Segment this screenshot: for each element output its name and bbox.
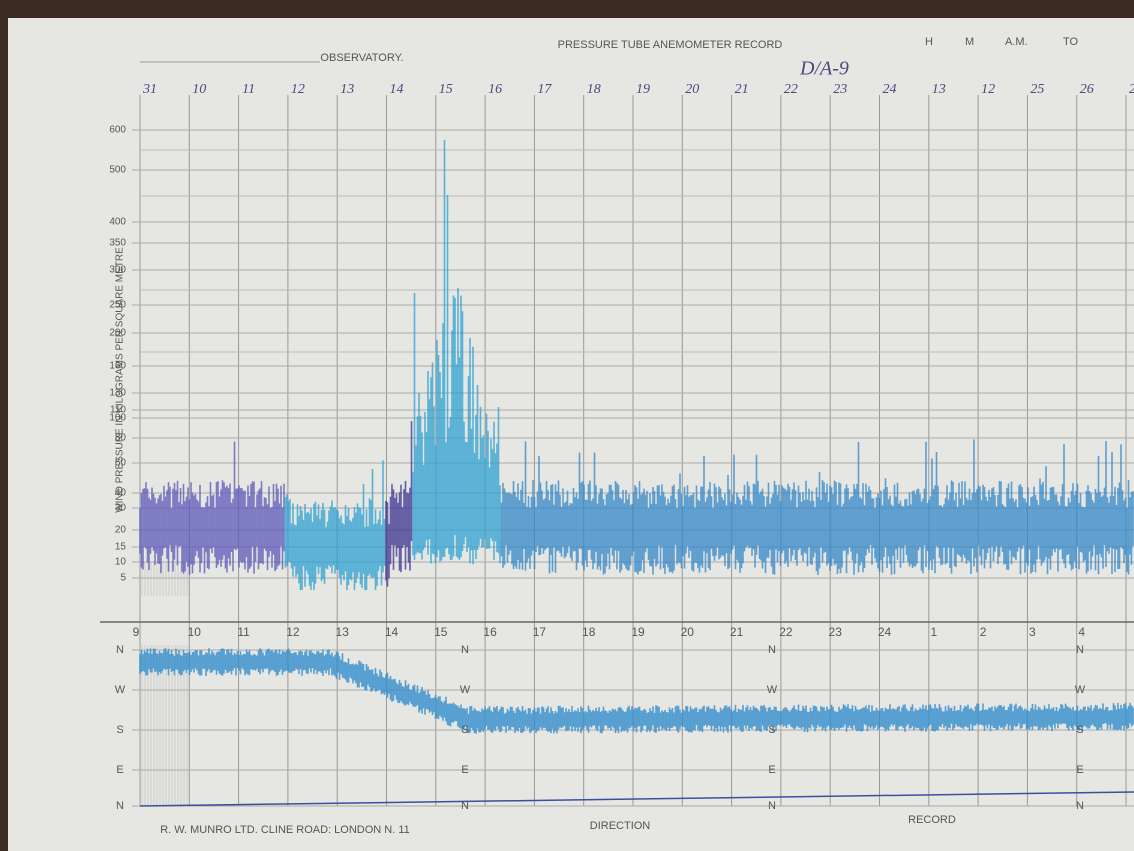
pressure-label: 130	[109, 388, 126, 399]
direction-label: W	[115, 684, 126, 696]
pressure-label: 500	[109, 165, 126, 176]
date-label: 21	[735, 82, 749, 97]
pressure-axis-title: WIND PRESSURE IN KILOGRAMS PER SQUARE ME…	[115, 247, 126, 513]
pressure-label: 100	[109, 413, 126, 424]
maker: R. W. MUNRO LTD. CLINE ROAD: LONDON N. 1…	[160, 824, 410, 836]
page: OBSERVATORY. PRESSURE TUBE ANEMOMETER RE…	[0, 0, 1134, 851]
date-label: 11	[242, 82, 255, 97]
date-label: 13	[340, 82, 354, 97]
hour-label: 18	[582, 625, 596, 639]
direction-inline-label: N	[768, 800, 776, 812]
date-label: 22	[784, 82, 798, 97]
date-label: 31	[142, 82, 157, 97]
hour-label: 12	[286, 625, 300, 639]
direction-inline-label: S	[461, 724, 468, 736]
date-label: 18	[587, 82, 601, 97]
direction-inline-label: S	[1076, 724, 1083, 736]
hour-label: 17	[533, 625, 547, 639]
date-label: 16	[488, 82, 502, 97]
direction-footer: DIRECTION	[590, 820, 651, 832]
hour-label: 3	[1029, 625, 1036, 639]
pressure-label: 60	[115, 458, 127, 469]
h-label: H	[925, 36, 933, 48]
date-label: 26	[1080, 82, 1094, 97]
direction-inline-label: N	[461, 644, 469, 656]
date-label: 24	[883, 82, 897, 97]
pressure-label: 20	[115, 525, 127, 536]
title: PRESSURE TUBE ANEMOMETER RECORD	[558, 39, 783, 51]
pressure-label: 200	[109, 328, 126, 339]
date-label: 13	[932, 82, 946, 97]
hour-label: 24	[878, 625, 892, 639]
date-label: 25	[1030, 82, 1044, 97]
pressure-label: 5	[120, 573, 126, 584]
hour-label: 21	[730, 625, 744, 639]
date-label: 19	[636, 82, 650, 97]
hour-label: 19	[631, 625, 645, 639]
direction-label: S	[116, 724, 123, 736]
direction-inline-label: N	[461, 800, 469, 812]
hour-label: 23	[829, 625, 843, 639]
hour-label: 9	[133, 625, 140, 639]
pressure-label: 30	[115, 503, 127, 514]
pressure-label: 40	[115, 488, 127, 499]
direction-inline-label: W	[767, 684, 778, 696]
direction-inline-label: S	[768, 724, 775, 736]
hour-label: 1	[930, 625, 937, 639]
direction-inline-label: E	[1076, 764, 1083, 776]
hour-label: 20	[681, 625, 695, 639]
date-label: 17	[537, 82, 552, 97]
observatory: OBSERVATORY.	[320, 52, 403, 64]
direction-inline-label: E	[461, 764, 468, 776]
date-label: 20	[685, 82, 699, 97]
pressure-label: 350	[109, 238, 126, 249]
date-label: 14	[390, 82, 404, 97]
direction-inline-label: W	[1075, 684, 1086, 696]
hour-label: 13	[336, 625, 350, 639]
hour-label: 22	[779, 625, 793, 639]
am-label: A.M.	[1005, 36, 1028, 48]
direction-inline-label: N	[1076, 644, 1084, 656]
record-photo: OBSERVATORY. PRESSURE TUBE ANEMOMETER RE…	[0, 0, 1134, 851]
direction-label: N	[116, 800, 124, 812]
m-label: M	[965, 36, 974, 48]
hour-label: 16	[483, 625, 497, 639]
hour-label: 2	[980, 625, 987, 639]
direction-label: E	[116, 764, 123, 776]
pressure-label: 250	[109, 300, 126, 311]
direction-inline-label: N	[768, 644, 776, 656]
pressure-label: 15	[115, 542, 127, 553]
hour-label: 4	[1078, 625, 1085, 639]
date-label: 27	[1129, 82, 1134, 97]
date-label: 10	[192, 82, 206, 97]
to-label: TO	[1063, 36, 1079, 48]
direction-inline-label: W	[460, 684, 471, 696]
pressure-label: 400	[109, 217, 126, 228]
date-label: 12	[981, 82, 995, 97]
hour-label: 15	[434, 625, 448, 639]
date-label: 15	[439, 82, 453, 97]
hour-label: 14	[385, 625, 399, 639]
record-footer: RECORD	[908, 814, 956, 826]
date-label: 23	[833, 82, 847, 97]
date-label: 12	[291, 82, 305, 97]
pressure-label: 10	[115, 557, 127, 568]
pressure-label: 80	[115, 433, 127, 444]
direction-inline-label: E	[768, 764, 775, 776]
pressure-label: 160	[109, 361, 126, 372]
pressure-label: 600	[109, 125, 126, 136]
note: D/A-9	[799, 58, 849, 80]
hour-label: 11	[237, 625, 250, 639]
direction-inline-label: N	[1076, 800, 1084, 812]
pressure-label: 300	[109, 265, 126, 276]
direction-label: N	[116, 644, 124, 656]
hour-label: 10	[188, 625, 202, 639]
